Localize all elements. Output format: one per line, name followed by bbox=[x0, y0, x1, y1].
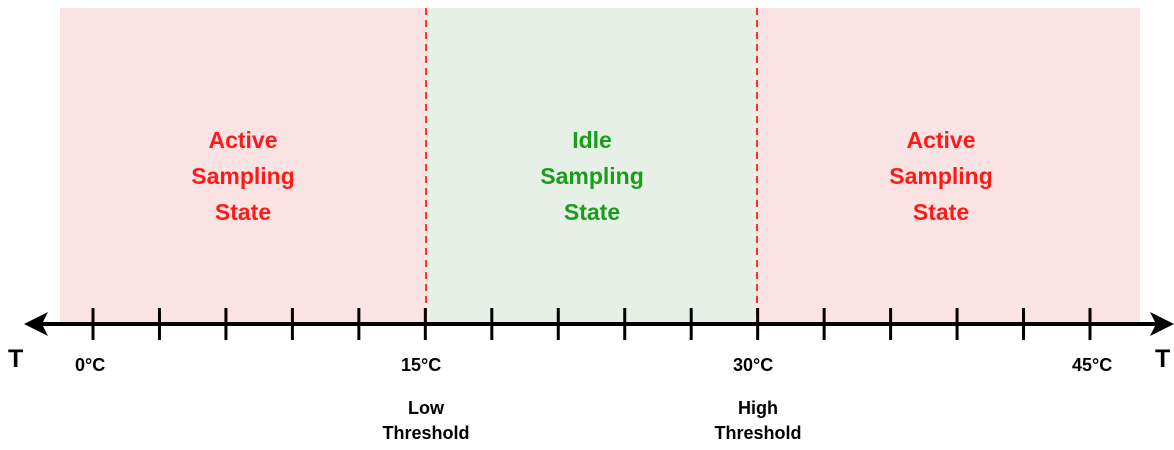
active-sampling-state-right-label: Active Sampling State bbox=[889, 127, 993, 225]
tick-label-45c: 45°C bbox=[1072, 355, 1113, 375]
active-zone-right-background bbox=[757, 8, 1140, 324]
low-threshold-label: Low Threshold bbox=[382, 398, 470, 443]
active-zone-left-background bbox=[60, 8, 426, 324]
active-sampling-state-left-label: Active Sampling State bbox=[191, 127, 295, 225]
tick-label-0c: 0°C bbox=[75, 355, 106, 375]
axis-arrow-right-icon bbox=[1150, 312, 1174, 336]
tick-label-30c: 30°C bbox=[733, 355, 774, 375]
idle-zone-background bbox=[426, 8, 757, 324]
axis-ticks bbox=[91, 308, 1092, 340]
axis-label-right: T bbox=[1155, 345, 1171, 373]
axis-arrow-left-icon bbox=[24, 312, 48, 336]
idle-sampling-state-label: Idle Sampling State bbox=[540, 127, 644, 225]
high-threshold-label: High Threshold bbox=[714, 398, 802, 443]
tick-label-15c: 15°C bbox=[401, 355, 442, 375]
axis-label-left: T bbox=[8, 345, 24, 373]
